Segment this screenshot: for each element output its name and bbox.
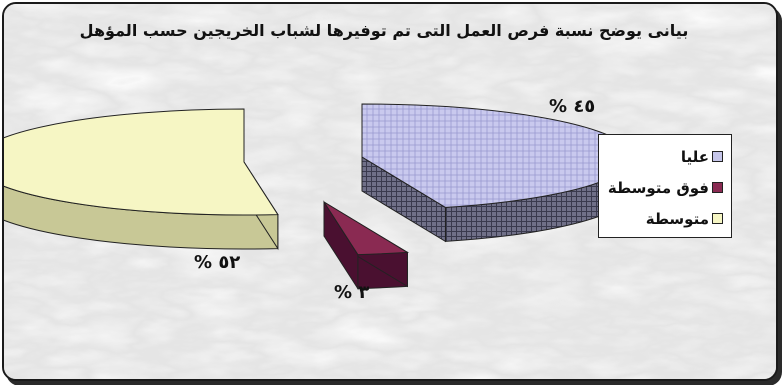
- pie-slice: [323, 200, 410, 291]
- legend-label: متوسطة: [645, 209, 709, 228]
- pie-slice: [361, 103, 633, 243]
- pie-slice-top: [323, 201, 410, 256]
- pie-chart: % ٤٥ % ٣ % ٥٢: [4, 96, 633, 303]
- legend-label: عليا: [680, 147, 709, 166]
- data-label: % ٣: [334, 282, 369, 303]
- legend-swatch: [712, 151, 723, 162]
- chart-frame: بيانى يوضح نسبة فرص العمل التى تم توفيره…: [2, 2, 778, 381]
- legend-swatch: [712, 182, 723, 193]
- chart-legend: عليا فوق متوسطة متوسطة: [598, 134, 732, 238]
- data-label: % ٤٥: [549, 96, 595, 117]
- legend-label: فوق متوسطة: [607, 178, 709, 197]
- legend-swatch: [712, 213, 723, 224]
- pie-slice-top: [4, 108, 279, 216]
- legend-item: عليا: [599, 141, 723, 172]
- data-label: % ٥٢: [194, 252, 240, 273]
- chart-title: بيانى يوضح نسبة فرص العمل التى تم توفيره…: [79, 21, 689, 40]
- legend-item: فوق متوسطة: [599, 172, 723, 203]
- pie-slice: [4, 108, 279, 251]
- legend-item: متوسطة: [599, 203, 723, 234]
